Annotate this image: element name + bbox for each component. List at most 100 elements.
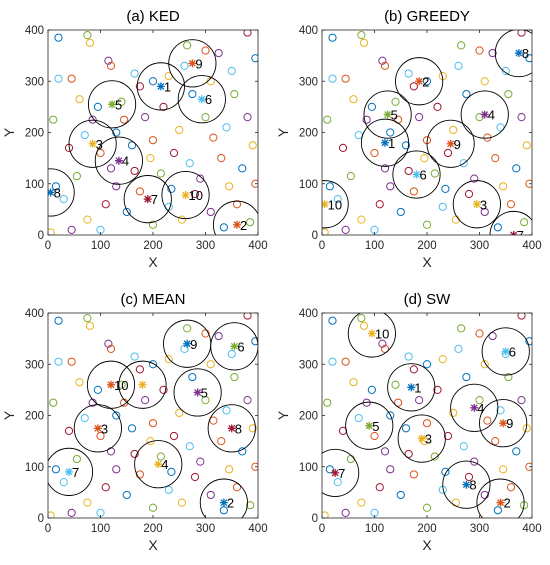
sensor-point — [185, 442, 194, 451]
sensor-point — [404, 69, 413, 78]
sensor-point — [415, 113, 424, 122]
sensor-point — [225, 465, 234, 474]
cluster-circle — [168, 39, 217, 88]
cluster-label: 9 — [195, 56, 202, 71]
cluster-circle — [322, 448, 360, 497]
cluster-circle — [163, 319, 212, 368]
sensor-point — [380, 447, 390, 456]
sensor-point — [83, 314, 92, 323]
cluster-label: 5 — [115, 97, 122, 112]
x-tick-label: 0 — [319, 240, 325, 252]
sensor-point — [246, 218, 255, 227]
cluster-head-marker — [230, 342, 239, 351]
sensor-point — [438, 355, 447, 364]
sensor-point — [127, 141, 137, 150]
sensor-point — [164, 485, 173, 494]
sensor-point — [112, 465, 121, 474]
sensor-point — [470, 174, 479, 183]
sensor-point — [251, 179, 258, 188]
y-axis-label: Y — [1, 127, 17, 137]
cluster-circle — [68, 119, 117, 168]
cluster-label: 1 — [388, 136, 395, 151]
sensor-point — [156, 452, 165, 461]
cluster-head-marker — [501, 347, 510, 356]
sensor-point — [59, 478, 68, 487]
sensor-point — [201, 46, 210, 55]
sensor-point — [112, 411, 121, 420]
cluster-head-marker — [407, 383, 416, 392]
cluster-label: 2 — [227, 496, 234, 511]
sensor-point — [357, 215, 366, 224]
sensor-point — [396, 207, 405, 217]
sensor-point — [146, 154, 155, 163]
sensor-point — [496, 406, 505, 415]
sensor-point — [430, 452, 439, 461]
y-tick-label: 100 — [299, 179, 318, 191]
sensor-point — [188, 372, 197, 382]
sensor-point — [420, 154, 429, 163]
sensor-point — [106, 344, 116, 353]
sensor-point — [483, 416, 492, 425]
sensor-point — [391, 97, 400, 106]
sensor-point — [506, 200, 516, 209]
sensor-point — [386, 182, 395, 191]
cluster-circle — [450, 383, 499, 432]
cluster-label: 1 — [414, 380, 421, 395]
x-axis-label: X — [148, 537, 158, 553]
y-axis-label: Y — [1, 410, 17, 420]
cluster-label: 5 — [391, 108, 398, 123]
y-tick-label: 0 — [312, 230, 318, 242]
sensor-point — [504, 372, 513, 382]
sensor-point — [501, 66, 510, 76]
sensor-point — [243, 396, 252, 405]
cluster-label: 8 — [469, 478, 476, 493]
sensor-point — [480, 207, 489, 217]
sensor-point — [517, 313, 526, 320]
sensor-point — [148, 220, 158, 229]
sensor-point — [475, 46, 484, 55]
sensor-point — [243, 30, 252, 37]
sensor-point — [328, 33, 337, 42]
cluster-head-marker — [181, 191, 190, 200]
sensor-point — [54, 357, 63, 366]
cluster-circle — [363, 90, 412, 139]
y-tick-label: 100 — [25, 179, 44, 191]
sensor-point — [219, 223, 228, 232]
cluster-circle — [48, 168, 75, 217]
sensor-point — [185, 159, 194, 168]
cluster-circle — [207, 404, 256, 453]
sensor-point — [106, 61, 116, 70]
cluster-head-marker — [462, 480, 471, 489]
sensor-point — [83, 498, 92, 507]
sensor-point — [201, 113, 210, 122]
sensor-point — [64, 426, 74, 435]
sensor-point — [67, 357, 76, 366]
sensor-point — [322, 511, 329, 518]
sensor-point — [422, 503, 432, 512]
sensor-point — [378, 56, 387, 65]
cluster-label: 9 — [506, 416, 513, 431]
sensor-point — [106, 164, 116, 173]
y-tick-label: 100 — [25, 462, 44, 474]
cluster-label: 8 — [54, 185, 61, 200]
sensor-point — [85, 321, 95, 330]
sensor-point — [323, 115, 332, 124]
sensor-point — [238, 164, 247, 173]
cluster-label: 5 — [372, 419, 379, 434]
x-tick-label: 200 — [143, 240, 162, 252]
cluster-label: 7 — [72, 465, 79, 480]
sensor-point — [520, 218, 529, 227]
sensor-point — [72, 171, 81, 181]
x-tick-label: 400 — [522, 523, 541, 535]
x-tick-label: 100 — [91, 523, 110, 535]
sensor-point — [175, 408, 184, 418]
plot-content: 1 2 3 4 5 6 7 8 9 10 — [322, 30, 532, 235]
sensor-point — [378, 339, 387, 348]
sensor-point — [333, 478, 342, 487]
sensor-point — [375, 483, 384, 492]
sensor-point — [409, 365, 418, 374]
cluster-circle — [387, 363, 436, 412]
